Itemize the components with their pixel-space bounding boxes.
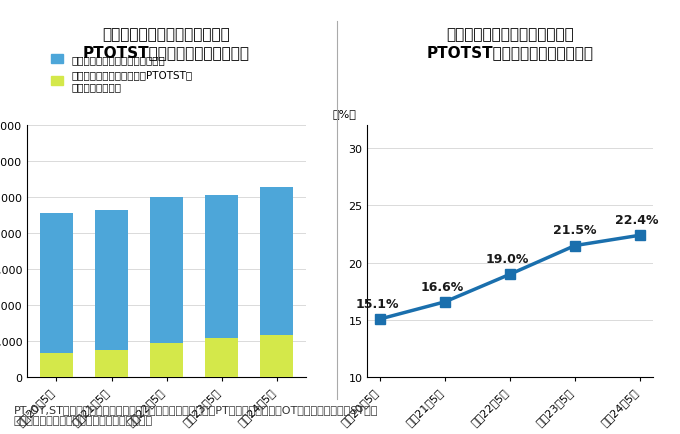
Bar xyxy=(260,335,293,378)
Bar xyxy=(40,214,73,378)
Bar xyxy=(205,195,238,378)
Text: 16.6%: 16.6% xyxy=(420,280,464,293)
Text: （%）: （%） xyxy=(333,108,357,118)
Bar xyxy=(40,353,73,378)
Title: 訪問看護ステーションにおける
PTOTSTの訪問看護単位数の割合: 訪問看護ステーションにおける PTOTSTの訪問看護単位数の割合 xyxy=(426,27,594,59)
Text: 21.5%: 21.5% xyxy=(553,224,596,237)
Text: PT,OT,ST部分は、指定訪問看護ステーションの理学療法士（PT）、作業療法士（OT）、言語聴覚士（ST）が
訪問看護を行う場合に算定されるものである。: PT,OT,ST部分は、指定訪問看護ステーションの理学療法士（PT）、作業療法士… xyxy=(14,404,378,425)
Text: 19.0%: 19.0% xyxy=(485,253,528,266)
Title: 訪問看護ステーションにおける
PTOTSTの訪問看護単位数の変化: 訪問看護ステーションにおける PTOTSTの訪問看護単位数の変化 xyxy=(83,27,250,59)
Bar xyxy=(260,188,293,378)
Legend: 訪問看護ステーションでの単位数, 訪問看護ステーションでのPTOTSTの
訪問看護の単位数: 訪問看護ステーションでの単位数, 訪問看護ステーションでのPTOTSTの 訪問看… xyxy=(46,50,197,96)
Bar xyxy=(95,210,128,378)
Bar xyxy=(95,350,128,378)
Text: 15.1%: 15.1% xyxy=(355,297,398,310)
Bar xyxy=(205,339,238,378)
Bar xyxy=(150,198,183,378)
Text: 22.4%: 22.4% xyxy=(615,214,658,227)
Bar xyxy=(150,343,183,378)
